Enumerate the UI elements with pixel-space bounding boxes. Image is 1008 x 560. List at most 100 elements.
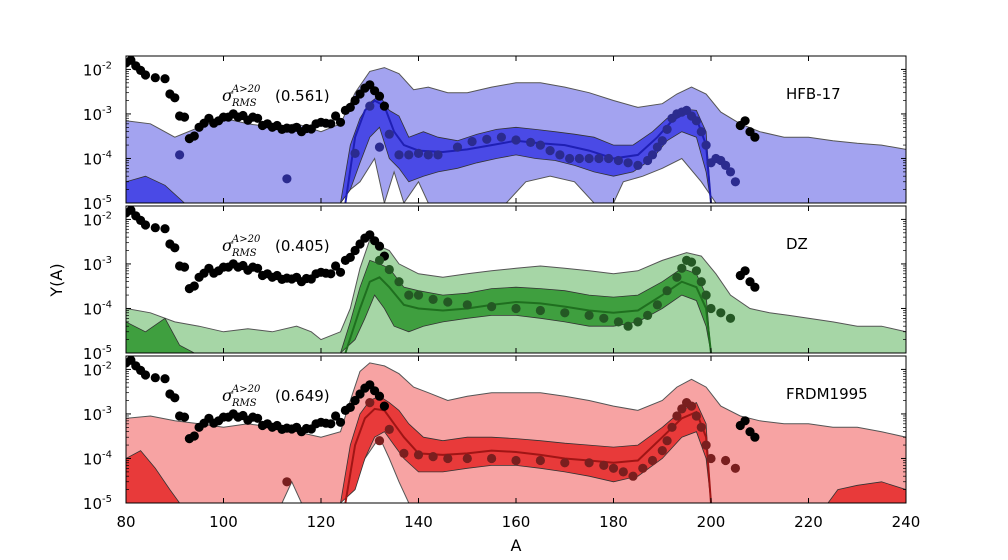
observed-point [379,401,389,411]
y-tick-label: 10-5 [83,194,112,213]
observed-point [740,116,750,126]
model-point [686,257,697,267]
y-tick-label: 10-4 [83,449,112,468]
model-point [647,455,658,466]
x-tick-label: 240 [892,513,921,531]
sigma-value: (0.405) [275,237,330,255]
model-point [672,411,682,421]
model-point [662,124,672,134]
model-point [482,134,492,144]
model-point [452,142,463,152]
model-point [535,140,546,150]
model-point [467,136,477,147]
x-tick-label: 160 [502,513,531,531]
sigma-subscript: RMS [231,398,257,409]
model-point [701,290,711,300]
model-point [691,266,702,276]
x-tick-label: 140 [404,513,433,531]
model-point [686,401,697,411]
model-point [413,290,424,300]
y-tick-label: 10-4 [83,149,112,168]
x-tick-label: 100 [209,513,238,531]
model-point [365,101,375,111]
y-tick-label: 10-2 [83,360,112,379]
model-point [672,272,682,282]
sigma-value: (0.649) [275,387,330,405]
model-point [384,424,394,434]
observed-point [160,74,170,84]
observed-point [253,113,263,123]
observed-point [750,432,760,442]
model-point [584,310,594,320]
model-name-label: HFB-17 [786,85,841,103]
model-point [599,313,609,323]
model-point [413,148,424,158]
sigma-superscript: A>20 [231,384,261,395]
model-point [716,308,726,318]
y-tick-label: 10-3 [83,105,112,124]
observed-point [150,223,160,233]
model-point [384,129,394,139]
model-point [638,463,648,473]
y-tick-label: 10-5 [83,494,112,513]
model-point [662,286,672,296]
y-tick-label: 10-4 [83,299,112,318]
observed-point [350,395,360,406]
model-point [662,436,672,446]
model-point [526,137,536,147]
observed-point [326,269,336,279]
x-tick-label: 80 [116,513,135,531]
model-point [535,455,546,466]
model-point [565,153,575,164]
model-point [696,277,706,287]
model-point [560,308,570,318]
sigma-subscript: RMS [231,248,257,259]
model-point [487,453,497,464]
sigma-rms-symbol: σ [222,86,234,105]
observed-point [160,224,170,234]
model-point [604,153,614,164]
observed-point [345,402,355,412]
model-point [428,294,438,304]
sigma-value: (0.561) [275,87,330,105]
model-point [560,458,570,468]
observed-point [374,391,385,401]
model-point [443,297,453,307]
model-point [350,148,360,158]
observed-point [331,261,341,271]
model-point [384,264,394,275]
observed-point [253,413,263,423]
observed-point [170,243,180,253]
model-point [608,463,619,473]
observed-point [750,132,760,142]
model-point [643,310,653,320]
model-point [618,467,628,477]
observed-point [750,282,760,292]
model-point [394,277,404,287]
observed-point [179,112,190,122]
panel-frdm1995: 10-5 10-4 10-3 10-2 FRDM1995 σ RMS A>20 (0.649) [83,355,907,513]
model-point [691,116,702,126]
model-point [701,440,711,450]
observed-point [253,263,263,273]
sigma-subscript: RMS [231,98,257,109]
model-point [462,453,472,464]
model-point [428,452,438,462]
model-point [623,158,633,168]
model-point [696,422,706,432]
model-point [555,150,565,160]
observed-point [335,117,346,127]
model-point [657,446,667,456]
observed-point [335,267,346,277]
model-point [374,255,385,265]
model-point [511,135,521,145]
panel-hfb-17: 10-5 10-4 10-3 10-2 HFB-17 σ RMS A>20 (0.561) [83,55,907,213]
model-point [394,150,404,160]
model-point [374,436,385,446]
model-point [175,150,185,160]
sigma-rms-symbol: σ [222,386,234,405]
observed-point [140,370,151,380]
observed-point [374,241,385,251]
x-tick-label: 120 [307,513,336,531]
